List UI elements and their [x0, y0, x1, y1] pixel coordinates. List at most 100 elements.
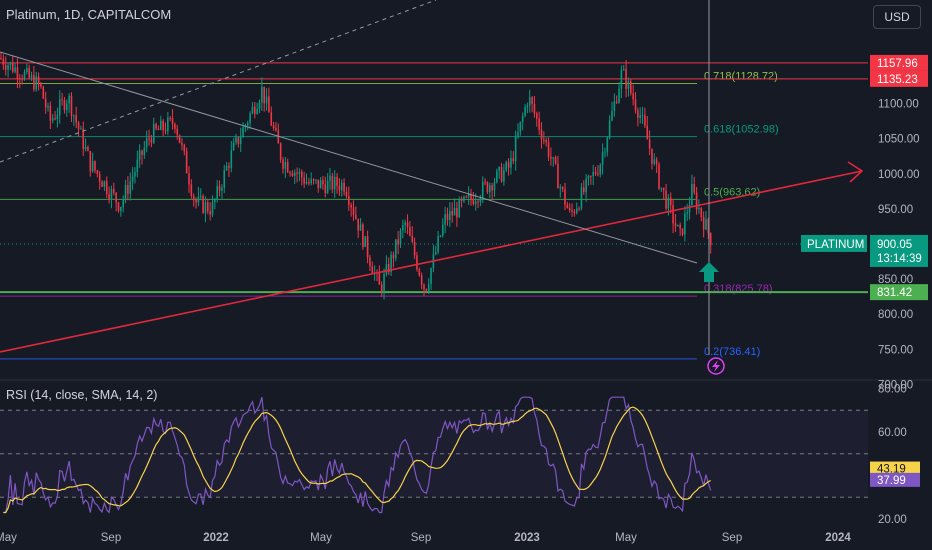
candle-body-221: [519, 121, 522, 133]
candle-body-198: [465, 196, 468, 198]
candle-body-253: [594, 171, 597, 174]
candle-body-293: [688, 205, 691, 213]
time-tick-label-2: 2022: [203, 532, 229, 544]
candle-body-142: [333, 176, 336, 190]
candle-body-22: [51, 118, 54, 121]
candle-body-225: [528, 97, 531, 106]
candle-body-21: [49, 105, 52, 121]
rsi-pane[interactable]: [0, 396, 868, 514]
fib-label-4: 0.2(736.41): [704, 346, 760, 358]
candle-body-296: [695, 192, 698, 210]
candle-body-122: [286, 162, 289, 173]
candle-body-195: [458, 199, 461, 218]
candle-body-56: [131, 176, 134, 182]
candle-body-44: [103, 181, 106, 187]
candle-body-33: [77, 122, 80, 130]
candle-body-28: [66, 103, 68, 111]
price-tag-bg-1: [870, 70, 928, 87]
candle-body-93: [218, 185, 221, 191]
candle-body-211: [496, 170, 498, 183]
candle-body-216: [507, 162, 510, 168]
rsi-tick-label-1: 60.00: [878, 427, 907, 439]
candle-body-96: [225, 165, 228, 171]
candle-body-171: [402, 224, 404, 231]
candle-body-230: [540, 129, 543, 140]
candle-body-289: [679, 224, 681, 229]
candle-body-92: [216, 185, 218, 200]
candle-body-165: [387, 264, 390, 273]
candle-body-157: [369, 257, 371, 267]
currency-button[interactable]: USD: [873, 5, 921, 29]
candle-body-1: [2, 58, 5, 65]
candle-body-201: [472, 199, 475, 205]
candle-body-259: [608, 120, 611, 138]
candle-body-264: [620, 70, 623, 89]
candle-body-277: [651, 148, 653, 164]
candle-body-235: [552, 157, 555, 159]
candle-body-59: [138, 150, 141, 160]
candle-body-129: [303, 177, 305, 184]
candle-body-15: [35, 76, 38, 90]
candle-body-39: [91, 160, 94, 172]
candle-body-35: [82, 128, 85, 150]
candle-body-148: [348, 196, 350, 205]
candle-body-215: [505, 162, 508, 171]
candle-body-108: [254, 106, 256, 114]
candle-body-266: [625, 69, 627, 89]
candle-body-213: [500, 167, 503, 182]
candle-body-100: [235, 137, 237, 143]
candle-body-99: [232, 142, 235, 151]
candle-body-16: [37, 76, 40, 84]
candle-body-199: [467, 194, 470, 197]
descending-trendline: [0, 51, 698, 264]
candle-body-103: [242, 127, 244, 138]
candle-body-126: [296, 172, 298, 174]
candle-body-276: [648, 139, 651, 149]
price-pane[interactable]: 0.718(1128.72) 0.618(1052.98) 0.5(963.62) 0…: [0, 0, 868, 375]
candle-body-27: [63, 100, 66, 111]
candle-body-26: [61, 99, 63, 101]
price-tag-bg-3: [870, 284, 928, 301]
candle-body-64: [150, 138, 153, 143]
candle-body-49: [115, 192, 117, 203]
candle-body-232: [545, 140, 547, 143]
candle-body-13: [30, 75, 33, 78]
candle-body-278: [653, 159, 656, 164]
candle-body-283: [665, 190, 667, 209]
candle-body-119: [279, 143, 282, 160]
candle-body-0: [0, 57, 2, 59]
candle-body-124: [291, 173, 294, 176]
candle-body-88: [207, 202, 209, 212]
candle-body-120: [282, 159, 284, 169]
candle-body-3: [7, 65, 9, 70]
candle-body-106: [249, 113, 251, 124]
time-tick-label-4: Sep: [411, 532, 431, 544]
candle-body-242: [568, 208, 571, 211]
candle-body-66: [155, 124, 157, 129]
candle-body-233: [547, 142, 550, 157]
candle-body-132: [310, 179, 312, 184]
candle-body-89: [209, 211, 211, 215]
candle-body-172: [404, 222, 406, 225]
candle-body-254: [597, 173, 599, 175]
candle-body-274: [644, 115, 646, 126]
candle-body-82: [192, 195, 195, 200]
price-tag-bg-0: [870, 54, 928, 71]
candle-body-177: [416, 255, 418, 270]
time-tick-label-5: 2023: [514, 532, 540, 544]
candle-body-226: [531, 97, 533, 104]
time-tick-label-1: Sep: [101, 532, 121, 544]
candle-body-200: [470, 194, 472, 200]
candle-body-102: [239, 137, 242, 145]
candle-body-175: [411, 235, 414, 242]
candle-body-290: [681, 228, 684, 235]
candle-body-280: [658, 164, 660, 189]
candle-body-72: [169, 117, 171, 119]
chart-title: Platinum, 1D, CAPITALCOM: [6, 7, 172, 22]
candle-body-101: [237, 137, 240, 145]
candle-body-205: [481, 181, 484, 198]
candle-body-282: [662, 187, 665, 191]
candle-body-24: [56, 115, 59, 120]
